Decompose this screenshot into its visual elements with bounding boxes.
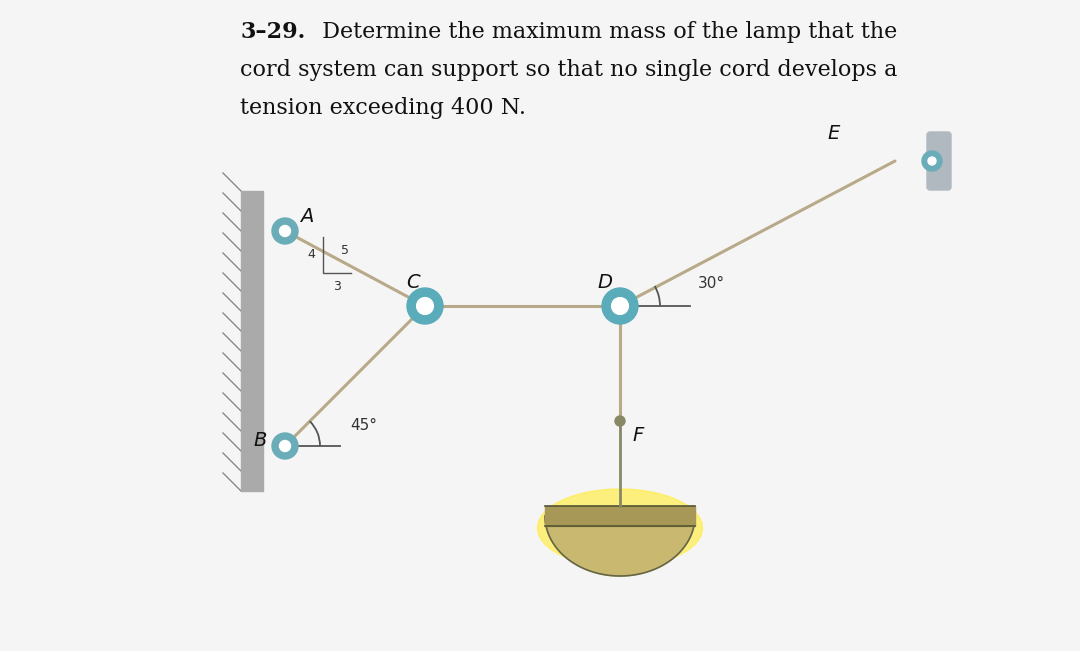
Circle shape bbox=[272, 218, 298, 244]
Text: tension exceeding 400 N.: tension exceeding 400 N. bbox=[240, 97, 526, 119]
Text: 45°: 45° bbox=[350, 419, 377, 434]
Text: B: B bbox=[254, 432, 267, 450]
Text: cord system can support so that no single cord develops a: cord system can support so that no singl… bbox=[240, 59, 897, 81]
Bar bbox=[545, 506, 696, 526]
Circle shape bbox=[922, 151, 942, 171]
Text: 3–29.: 3–29. bbox=[240, 21, 306, 43]
FancyBboxPatch shape bbox=[927, 132, 951, 190]
Text: Determine the maximum mass of the lamp that the: Determine the maximum mass of the lamp t… bbox=[308, 21, 897, 43]
Circle shape bbox=[417, 298, 433, 314]
Text: D: D bbox=[597, 273, 612, 292]
Text: F: F bbox=[632, 426, 644, 445]
Text: E: E bbox=[827, 124, 840, 143]
Text: 5: 5 bbox=[341, 245, 349, 258]
Text: 3: 3 bbox=[333, 279, 341, 292]
Circle shape bbox=[611, 298, 629, 314]
Text: 4: 4 bbox=[307, 249, 315, 262]
Circle shape bbox=[615, 416, 625, 426]
Text: 30°: 30° bbox=[698, 277, 725, 292]
Circle shape bbox=[280, 441, 291, 452]
Polygon shape bbox=[545, 516, 696, 576]
Text: C: C bbox=[406, 273, 420, 292]
Circle shape bbox=[407, 288, 443, 324]
Bar bbox=[241, 191, 264, 491]
Ellipse shape bbox=[538, 489, 702, 567]
Text: A: A bbox=[300, 207, 313, 226]
Circle shape bbox=[928, 157, 936, 165]
Circle shape bbox=[272, 433, 298, 459]
Circle shape bbox=[602, 288, 638, 324]
Circle shape bbox=[280, 225, 291, 236]
